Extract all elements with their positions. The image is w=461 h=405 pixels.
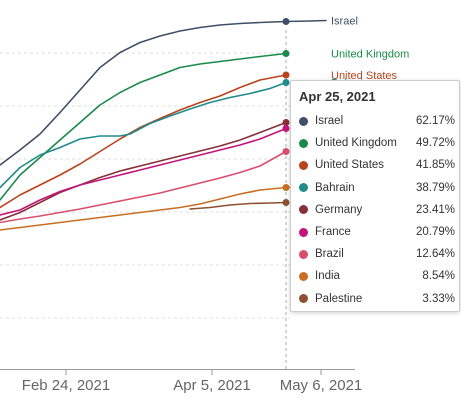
tooltip-series-name: India [315, 270, 340, 283]
end-label-united-kingdom: United Kingdom [331, 49, 409, 61]
legend-dot-icon [299, 271, 308, 281]
tooltip-series-name: Brazil [315, 248, 344, 261]
tooltip-date: Apr 25, 2021 [299, 89, 376, 104]
hover-dot-france [282, 125, 290, 132]
hover-dot-germany [282, 119, 290, 126]
end-label-israel: Israel [331, 16, 358, 28]
series-lines [0, 19, 327, 231]
series-line-united-states [0, 74, 287, 209]
x-tick-label: May 6, 2021 [280, 377, 363, 394]
hover-dot-india [282, 184, 290, 191]
series-line-india [0, 184, 327, 231]
tooltip-series-value: 12.64% [415, 248, 455, 261]
legend-dot-icon [299, 227, 308, 237]
end-label-united-states: United States [331, 70, 398, 82]
hover-markers [282, 18, 290, 370]
tooltip-series-name: United States [315, 159, 385, 172]
tooltip-series-value: 8.54% [422, 270, 455, 283]
tooltip-series-value: 62.17% [415, 115, 455, 128]
tooltip-row: Bahrain 38.79% [299, 177, 455, 199]
series-line-brazil [0, 150, 287, 224]
tooltip-series-name: Germany [315, 203, 363, 216]
tooltip-series-name: France [315, 226, 351, 239]
hover-dot-bahrain [282, 79, 290, 86]
series-line-france [0, 127, 287, 216]
legend-dot-icon [299, 294, 308, 304]
tooltip-series-name: United Kingdom [315, 137, 397, 150]
tooltip-rows: Israel 62.17% United Kingdom 49.72% United S… [299, 110, 455, 310]
hover-dot-united-kingdom [282, 50, 290, 57]
tooltip-series-value: 38.79% [415, 181, 455, 194]
tooltip-row: Brazil 12.64% [299, 243, 455, 265]
legend-dot-icon [299, 183, 308, 193]
grid-lines [0, 52, 290, 319]
legend-dot-icon [299, 138, 308, 148]
tooltip-row: France 20.79% [299, 221, 455, 243]
x-tick-label: Feb 24, 2021 [22, 377, 110, 394]
series-line-israel [0, 19, 327, 166]
x-tick-label: Apr 5, 2021 [173, 377, 251, 394]
tooltip-series-name: Bahrain [315, 181, 355, 194]
tooltip-series-name: Palestine [315, 292, 363, 305]
hover-dot-israel [282, 18, 290, 25]
tooltip-row: India 8.54% [299, 265, 455, 287]
hover-tooltip: Apr 25, 2021 Israel 62.17% United Kingdom 4… [290, 80, 460, 312]
tooltip-row: Palestine 3.33% [299, 288, 455, 310]
tooltip-series-value: 20.79% [415, 226, 455, 239]
legend-dot-icon [299, 249, 308, 259]
tooltip-row: United Kingdom 49.72% [299, 132, 455, 154]
legend-dot-icon [299, 116, 308, 126]
tooltip-row: United States 41.85% [299, 154, 455, 176]
tooltip-series-value: 41.85% [415, 159, 455, 172]
legend-dot-icon [299, 205, 308, 215]
legend-dot-icon [299, 160, 308, 170]
series-line-bahrain [0, 81, 287, 189]
tooltip-row: Germany 23.41% [299, 199, 455, 221]
series-line-palestine [189, 201, 287, 210]
hover-dot-united-states [282, 71, 290, 79]
tooltip-series-value: 3.33% [422, 292, 455, 305]
series-line-germany [0, 121, 287, 221]
x-axis: Feb 24, 2021 Apr 5, 2021 May 6, 2021 [0, 369, 363, 394]
tooltip-row: Israel 62.17% [299, 110, 455, 132]
tooltip-series-name: Israel [315, 115, 344, 128]
hover-dot-brazil [282, 148, 290, 155]
hover-dot-palestine [282, 199, 290, 206]
tooltip-series-value: 49.72% [415, 137, 455, 150]
tooltip-series-value: 23.41% [415, 203, 455, 216]
